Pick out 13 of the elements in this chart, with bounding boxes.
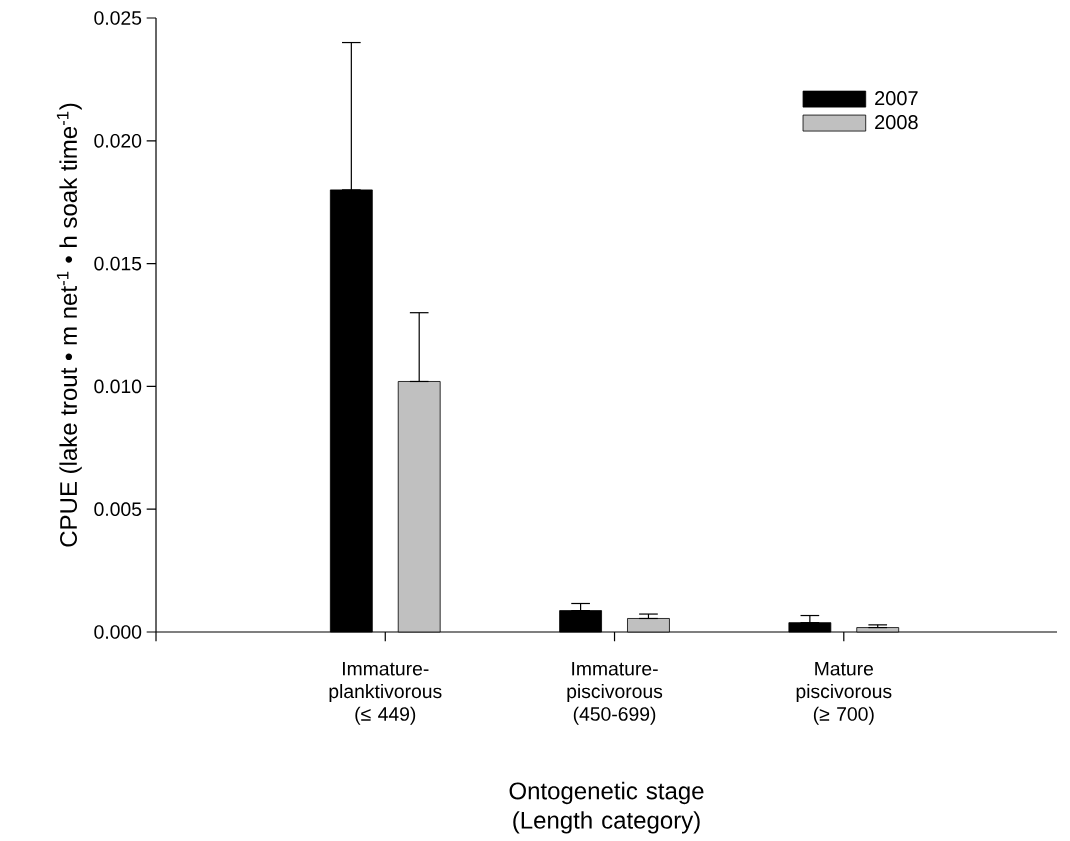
y-axis-title: CPUE (lake trout • m net$^{-1}$ • h soak time$^{-1}$) xyxy=(56,103,82,547)
legend-label: 2007 xyxy=(875,91,918,106)
y-tick-label: 0.000 xyxy=(94,625,142,639)
x-axis-title: Ontogenetic stage (Length category) xyxy=(509,781,704,834)
y-tick-label: 0.010 xyxy=(94,379,142,394)
y-tick-label: 0.015 xyxy=(94,256,142,271)
y-tick-label: 0.020 xyxy=(94,133,142,148)
x-tick-label: Mature piscivorous (≥ 700) xyxy=(796,662,892,725)
legend-label: 2008 xyxy=(875,115,918,130)
y-tick-label: 0.005 xyxy=(94,502,142,517)
x-tick-label: Immature-planktivorous (≤ 449) xyxy=(329,662,442,725)
x-tick-label: Immature-piscivorous (450-699) xyxy=(567,662,663,725)
y-tick-label: 0.025 xyxy=(94,11,142,25)
